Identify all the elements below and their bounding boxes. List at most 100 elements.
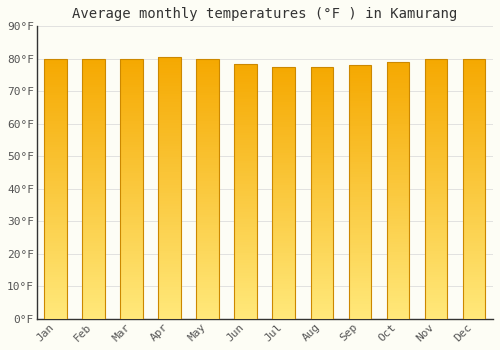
Bar — [348, 113, 372, 116]
Bar — [348, 243, 372, 245]
Bar — [196, 314, 220, 316]
Bar — [348, 91, 372, 93]
Bar — [158, 238, 181, 240]
Bar — [386, 183, 409, 186]
Bar — [348, 126, 372, 129]
Bar — [82, 150, 105, 153]
Bar — [120, 254, 143, 257]
Bar — [158, 172, 181, 175]
Bar — [120, 72, 143, 75]
Bar — [348, 304, 372, 306]
Bar — [272, 243, 295, 246]
Bar — [158, 162, 181, 164]
Bar — [158, 183, 181, 186]
Bar — [272, 67, 295, 319]
Bar — [196, 311, 220, 314]
Bar — [272, 120, 295, 122]
Bar — [234, 138, 258, 140]
Bar — [120, 314, 143, 316]
Bar — [348, 119, 372, 121]
Bar — [234, 255, 258, 258]
Bar — [82, 293, 105, 295]
Bar — [310, 203, 334, 205]
Bar — [196, 212, 220, 215]
Bar — [386, 280, 409, 283]
Bar — [44, 267, 67, 270]
Bar — [196, 66, 220, 69]
Bar — [158, 295, 181, 298]
Bar — [310, 163, 334, 165]
Bar — [462, 75, 485, 77]
Bar — [82, 290, 105, 293]
Bar — [82, 303, 105, 306]
Bar — [348, 98, 372, 101]
Bar — [158, 68, 181, 70]
Bar — [310, 216, 334, 218]
Bar — [234, 173, 258, 176]
Bar — [348, 240, 372, 243]
Bar — [272, 173, 295, 175]
Bar — [196, 251, 220, 254]
Bar — [158, 306, 181, 308]
Bar — [310, 264, 334, 266]
Bar — [44, 228, 67, 230]
Bar — [120, 288, 143, 290]
Bar — [348, 106, 372, 108]
Bar — [234, 94, 258, 97]
Bar — [310, 130, 334, 132]
Bar — [158, 96, 181, 99]
Bar — [386, 278, 409, 280]
Bar — [196, 158, 220, 160]
Bar — [386, 283, 409, 286]
Bar — [120, 93, 143, 95]
Bar — [234, 184, 258, 186]
Bar — [234, 186, 258, 189]
Bar — [234, 258, 258, 260]
Bar — [310, 316, 334, 319]
Bar — [234, 316, 258, 319]
Bar — [310, 75, 334, 77]
Bar — [386, 237, 409, 239]
Bar — [272, 256, 295, 258]
Bar — [82, 129, 105, 132]
Bar — [310, 246, 334, 248]
Bar — [272, 170, 295, 173]
Bar — [386, 252, 409, 255]
Bar — [82, 155, 105, 158]
Bar — [462, 210, 485, 212]
Bar — [310, 233, 334, 236]
Bar — [44, 236, 67, 238]
Bar — [386, 162, 409, 165]
Bar — [462, 129, 485, 132]
Bar — [120, 132, 143, 134]
Bar — [158, 209, 181, 212]
Bar — [120, 262, 143, 264]
Bar — [196, 75, 220, 77]
Bar — [310, 213, 334, 216]
Bar — [196, 126, 220, 129]
Bar — [386, 67, 409, 70]
Bar — [158, 78, 181, 81]
Bar — [424, 64, 448, 66]
Bar — [158, 94, 181, 96]
Bar — [82, 178, 105, 181]
Bar — [234, 281, 258, 283]
Bar — [234, 227, 258, 230]
Bar — [234, 314, 258, 316]
Bar — [386, 316, 409, 319]
Bar — [196, 129, 220, 132]
Bar — [82, 181, 105, 184]
Bar — [234, 232, 258, 234]
Bar — [158, 253, 181, 256]
Bar — [462, 236, 485, 238]
Bar — [424, 288, 448, 290]
Bar — [348, 70, 372, 73]
Bar — [386, 298, 409, 301]
Bar — [462, 280, 485, 282]
Bar — [158, 141, 181, 144]
Bar — [348, 73, 372, 76]
Bar — [82, 285, 105, 288]
Bar — [44, 184, 67, 186]
Bar — [234, 303, 258, 306]
Bar — [462, 59, 485, 319]
